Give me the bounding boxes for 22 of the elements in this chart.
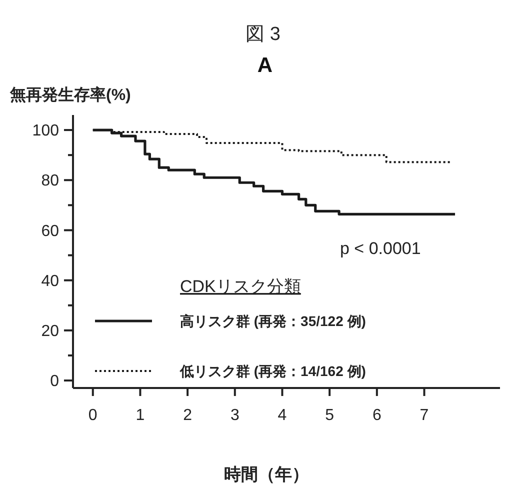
y-tick-label: 40 [41, 272, 60, 290]
x-axis-title: 時間（年） [224, 465, 309, 484]
y-tick-label: 0 [50, 373, 60, 390]
legend-label: 高リスク群 (再発：35/122 例) [180, 312, 366, 329]
y-tick-label: 60 [41, 222, 60, 240]
y-tick-label: 80 [41, 172, 60, 190]
y-tick-label: 100 [32, 122, 60, 140]
x-tick-label: 0 [88, 407, 98, 424]
chart-title: 図 3 [246, 24, 280, 45]
annotation: p < 0.0001 [340, 239, 421, 258]
legend-label: 低リスク群 (再発：14/162 例) [179, 362, 366, 379]
y-axis-title: 無再発生存率(%) [9, 85, 131, 104]
x-tick-label: 3 [230, 407, 240, 424]
x-tick-label: 2 [183, 407, 192, 424]
x-tick-label: 1 [136, 407, 145, 424]
y-tick-label: 20 [41, 322, 60, 340]
x-tick-label: 6 [372, 407, 382, 424]
chart-subtitle: A [257, 54, 273, 77]
x-tick-label: 4 [278, 407, 287, 424]
x-tick-label: 5 [325, 407, 334, 424]
legend-title: CDKリスク分類 [180, 277, 301, 296]
x-tick-label: 7 [420, 407, 429, 424]
